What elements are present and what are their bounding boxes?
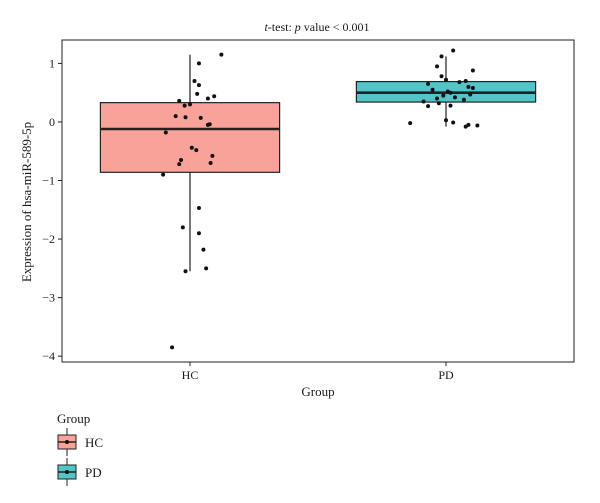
data-point xyxy=(435,64,440,69)
title-rest: value < 0.001 xyxy=(301,20,370,34)
data-point xyxy=(183,115,188,120)
title-p: p xyxy=(294,20,301,34)
data-point xyxy=(173,114,178,119)
data-point xyxy=(196,231,201,236)
x-axis-ticks: HC PD xyxy=(182,362,454,382)
data-point xyxy=(207,122,212,127)
data-point xyxy=(161,172,166,177)
plot-panel-border xyxy=(61,39,575,363)
y-tick-label: 1 xyxy=(49,56,55,70)
data-point xyxy=(179,158,184,163)
data-point xyxy=(188,102,192,107)
data-point xyxy=(461,97,466,102)
data-point xyxy=(451,48,456,53)
y-axis-ticks: 1 0 −1 −2 −3 −4 xyxy=(42,56,62,363)
legend-key-point xyxy=(65,470,69,474)
data-point xyxy=(430,87,435,92)
data-point xyxy=(177,98,182,103)
data-point xyxy=(470,86,475,91)
data-point xyxy=(180,225,185,230)
legend: Group HC PD xyxy=(57,411,103,486)
data-point xyxy=(452,95,457,100)
y-tick-label: −1 xyxy=(42,174,55,188)
data-point xyxy=(210,153,215,158)
data-point xyxy=(182,103,187,108)
data-point xyxy=(408,121,413,126)
data-point xyxy=(435,96,440,101)
data-point xyxy=(468,92,473,97)
data-point xyxy=(444,77,448,82)
data-point xyxy=(196,61,201,66)
data-point xyxy=(170,345,175,350)
data-point xyxy=(196,206,201,211)
data-point xyxy=(195,91,200,96)
legend-label-pd: PD xyxy=(85,465,102,480)
data-point xyxy=(470,68,475,73)
data-point xyxy=(163,130,168,135)
data-point xyxy=(463,124,468,129)
data-point xyxy=(208,160,213,165)
data-point xyxy=(451,120,456,125)
data-point xyxy=(444,118,448,123)
y-tick-label: −2 xyxy=(42,232,55,246)
title-test: -test: xyxy=(268,20,295,34)
jitter-points xyxy=(161,48,480,350)
legend-label-hc: HC xyxy=(85,435,103,450)
legend-title: Group xyxy=(57,411,90,426)
data-point xyxy=(219,52,224,57)
data-point xyxy=(189,145,194,150)
y-tick-label: −3 xyxy=(42,291,55,305)
data-point xyxy=(466,84,471,89)
data-point xyxy=(201,247,206,252)
data-point xyxy=(183,269,188,274)
data-point xyxy=(448,90,453,95)
data-point xyxy=(448,103,453,108)
title-t: t xyxy=(264,20,268,34)
data-point xyxy=(463,78,468,83)
y-axis-title: Expression of hsa-miR-589-5p xyxy=(19,122,34,282)
x-axis-title: Group xyxy=(301,384,334,399)
legend-key-point xyxy=(65,440,69,444)
data-point xyxy=(439,74,444,79)
chart-title: t-test: p value < 0.001 xyxy=(264,20,369,34)
data-point xyxy=(421,99,426,104)
box-group xyxy=(99,54,537,272)
legend-items: HC PD xyxy=(57,428,103,486)
data-point xyxy=(441,93,446,98)
data-point xyxy=(177,162,182,167)
data-point xyxy=(436,101,441,106)
data-point xyxy=(475,123,480,128)
x-tick-label: HC xyxy=(182,368,199,382)
data-point xyxy=(194,148,199,153)
data-point xyxy=(426,81,431,86)
data-point xyxy=(457,80,462,85)
x-tick-label: PD xyxy=(438,368,454,382)
box-hc xyxy=(99,102,281,173)
data-point xyxy=(426,104,431,109)
data-point xyxy=(205,96,210,101)
data-point xyxy=(212,94,217,99)
y-tick-label: 0 xyxy=(49,115,55,129)
data-point xyxy=(196,83,201,88)
data-point xyxy=(204,266,209,271)
data-point xyxy=(192,78,197,83)
data-point xyxy=(198,115,203,120)
data-point xyxy=(439,54,444,59)
y-tick-label: −4 xyxy=(42,349,55,363)
